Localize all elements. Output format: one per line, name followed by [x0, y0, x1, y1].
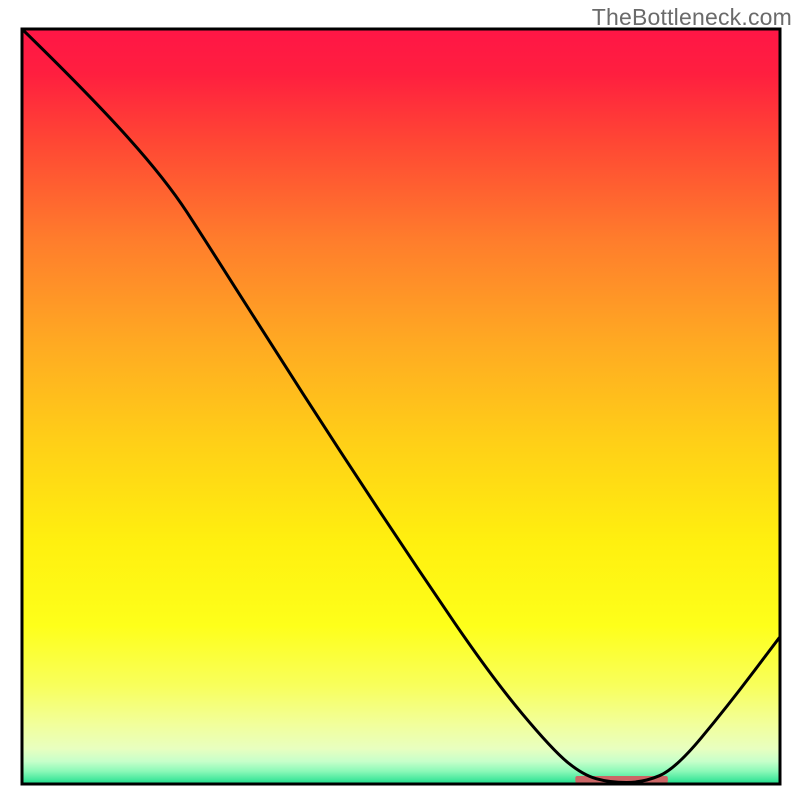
- gradient-background: [22, 29, 780, 784]
- bottleneck-chart: [0, 0, 800, 800]
- chart-container: TheBottleneck.com: [0, 0, 800, 800]
